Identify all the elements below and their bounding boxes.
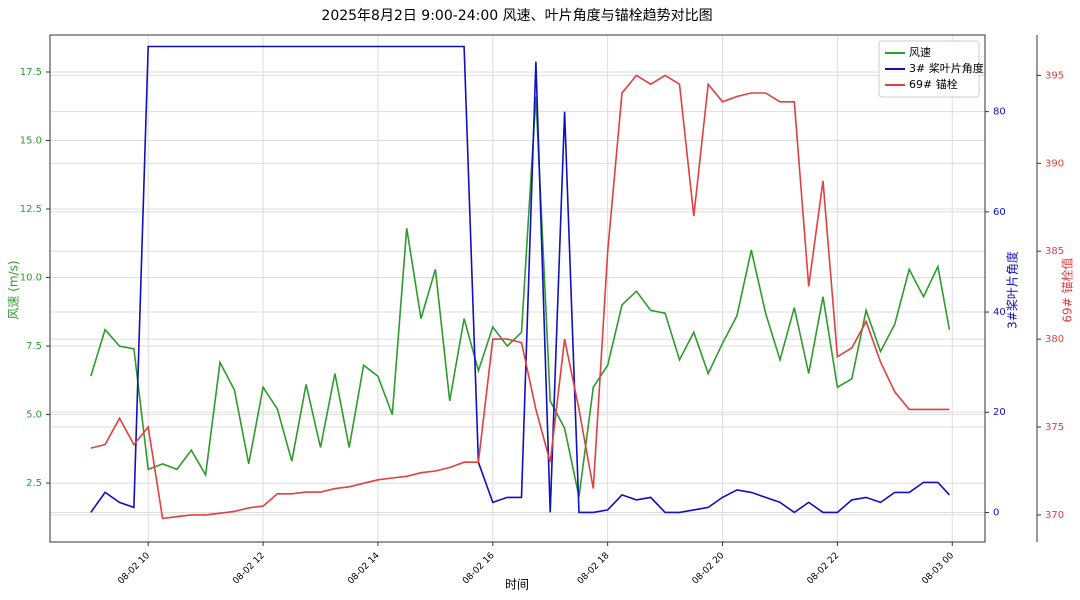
y3-tick-label: 375 (1045, 422, 1064, 433)
y2-tick-label: 80 (993, 107, 1006, 118)
y-tick-label: 15.0 (20, 136, 42, 147)
y2-tick-label: 60 (993, 207, 1006, 218)
y-tick-label: 5.0 (26, 410, 42, 421)
y3-tick-label: 370 (1045, 510, 1064, 521)
y-tick-label: 2.5 (26, 478, 42, 489)
x-axis-label: 时间 (505, 578, 529, 592)
y-tick-label: 7.5 (26, 341, 42, 352)
legend-label: 风速 (909, 46, 931, 59)
y-axis-label: 风速 (m/s) (7, 260, 21, 319)
y3-tick-label: 380 (1045, 334, 1064, 345)
plot-frame (49, 34, 986, 543)
y3-axis-label: 69# 锚栓值 (1060, 257, 1075, 322)
y-tick-label: 17.5 (20, 67, 42, 78)
legend-box (878, 40, 980, 98)
series-line (90, 45, 950, 514)
y2-tick-label: 0 (993, 507, 999, 518)
legend-label: 69# 锚栓 (909, 77, 958, 91)
y2-axis-label: 3#桨叶片角度 (1005, 251, 1020, 329)
y-tick-label: 10.0 (20, 273, 42, 284)
y-tick-label: 12.5 (20, 204, 42, 215)
legend-label: 3# 桨叶片角度 (909, 61, 984, 75)
chart-title: 2025年8月2日 9:00-24:00 风速、叶片角度与锚栓趋势对比图 (321, 8, 712, 24)
series-line (90, 74, 950, 520)
y2-tick-label: 40 (993, 307, 1006, 318)
y3-tick-label: 385 (1045, 246, 1064, 257)
y3-tick-label: 395 (1045, 70, 1064, 81)
series-line (90, 96, 951, 497)
y2-tick-label: 20 (993, 407, 1006, 418)
y3-tick-label: 390 (1045, 158, 1064, 169)
